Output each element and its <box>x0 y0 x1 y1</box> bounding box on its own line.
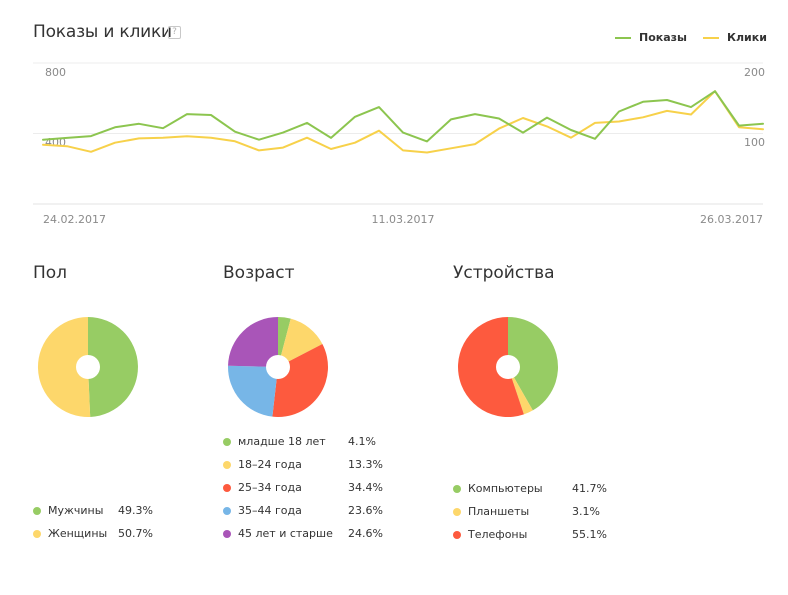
list-item-label: Женщины <box>48 527 108 540</box>
donut-hole <box>266 355 290 379</box>
list-item-percent: 50.7% <box>118 527 153 540</box>
list-item: Женщины 50.7% <box>33 522 153 545</box>
devices-pie-chart <box>457 317 559 417</box>
list-item-percent: 4.1% <box>348 435 376 448</box>
list-item-percent: 23.6% <box>348 504 383 517</box>
list-item: Компьютеры 41.7% <box>453 477 607 500</box>
list-item-percent: 41.7% <box>572 482 607 495</box>
list-item-percent: 24.6% <box>348 527 383 540</box>
legend-label-impressions: Показы <box>639 31 687 44</box>
pie-slice <box>228 317 278 367</box>
list-item-label: 25–34 года <box>238 481 302 494</box>
legend-dot <box>453 507 461 516</box>
pie-slice <box>278 318 323 367</box>
list-item-label: 35–44 года <box>238 504 302 517</box>
list-item-percent: 55.1% <box>572 528 607 541</box>
list-item-percent: 49.3% <box>118 504 153 517</box>
list-item: 18–24 года 13.3% <box>223 453 383 476</box>
list-item-percent: 34.4% <box>348 481 383 494</box>
list-item: 25–34 года 34.4% <box>223 476 383 499</box>
list-item-label: 45 лет и старше <box>238 527 333 540</box>
series-line-clicks <box>42 90 764 154</box>
pie-slice <box>508 317 559 411</box>
legend-swatch-clicks <box>703 36 719 39</box>
list-item-percent: 3.1% <box>572 505 600 518</box>
left-axis-tick-800: 800 <box>45 66 66 79</box>
pie-slice <box>37 317 91 417</box>
gender-pie-chart <box>37 317 138 417</box>
pie-slice <box>457 317 524 417</box>
list-item-label: Компьютеры <box>468 482 543 495</box>
help-icon[interactable]: ? <box>168 26 181 39</box>
pie-slice <box>508 367 533 415</box>
legend-dot <box>453 484 461 493</box>
legend-dot <box>33 529 41 538</box>
pie-slice <box>88 317 138 417</box>
list-item: 45 лет и старше 24.6% <box>223 522 383 545</box>
legend-dot <box>223 460 231 469</box>
legend-item-clicks[interactable]: Клики <box>703 31 767 44</box>
legend-dot <box>223 506 231 515</box>
legend-dot <box>453 530 461 539</box>
donut-hole <box>496 355 520 379</box>
list-item: Мужчины 49.3% <box>33 499 153 522</box>
gender-section-title: Пол <box>33 263 68 283</box>
legend-label-clicks: Клики <box>727 31 767 44</box>
chart-title: Показы и клики <box>33 22 172 42</box>
x-axis-tick-end: 26.03.2017 <box>700 213 763 226</box>
x-axis-tick-middle: 11.03.2017 <box>372 213 435 226</box>
list-item-label: 18–24 года <box>238 458 302 471</box>
list-item-label: Планшеты <box>468 505 530 518</box>
right-axis-tick-200: 200 <box>744 66 765 79</box>
donut-hole <box>76 355 100 379</box>
list-item: 35–44 года 23.6% <box>223 499 383 522</box>
right-axis-tick-100: 100 <box>744 136 765 149</box>
legend-dot <box>223 483 231 492</box>
age-section-title: Возраст <box>223 263 295 283</box>
devices-section-title: Устройства <box>453 263 555 283</box>
list-item: младше 18 лет 4.1% <box>223 430 383 453</box>
series-line-impressions <box>42 90 764 143</box>
pie-slice <box>278 317 291 367</box>
list-item: Телефоны 55.1% <box>453 523 607 546</box>
x-axis-tick-start: 24.02.2017 <box>43 213 106 226</box>
pie-slice <box>272 344 329 417</box>
devices-breakdown-list: Компьютеры 41.7% Планшеты 3.1% Телефоны … <box>453 477 607 546</box>
list-item: Планшеты 3.1% <box>453 500 607 523</box>
list-item-label: Мужчины <box>48 504 104 517</box>
legend-dot <box>33 506 41 515</box>
age-breakdown-list: младше 18 лет 4.1% 18–24 года 13.3% 25–3… <box>223 430 383 545</box>
legend-swatch-impressions <box>615 36 631 39</box>
impressions-clicks-line-chart: 800 400 200 100 24.02.2017 11.03.2017 26… <box>33 62 765 226</box>
list-item-percent: 13.3% <box>348 458 383 471</box>
legend-item-impressions[interactable]: Показы <box>615 31 687 44</box>
age-pie-chart <box>228 317 329 417</box>
pie-slice <box>228 365 278 417</box>
list-item-label: Телефоны <box>468 528 528 541</box>
gender-breakdown-list: Мужчины 49.3% Женщины 50.7% <box>33 499 153 545</box>
list-item-label: младше 18 лет <box>238 435 326 448</box>
legend-dot <box>223 437 231 446</box>
legend-dot <box>223 529 231 538</box>
